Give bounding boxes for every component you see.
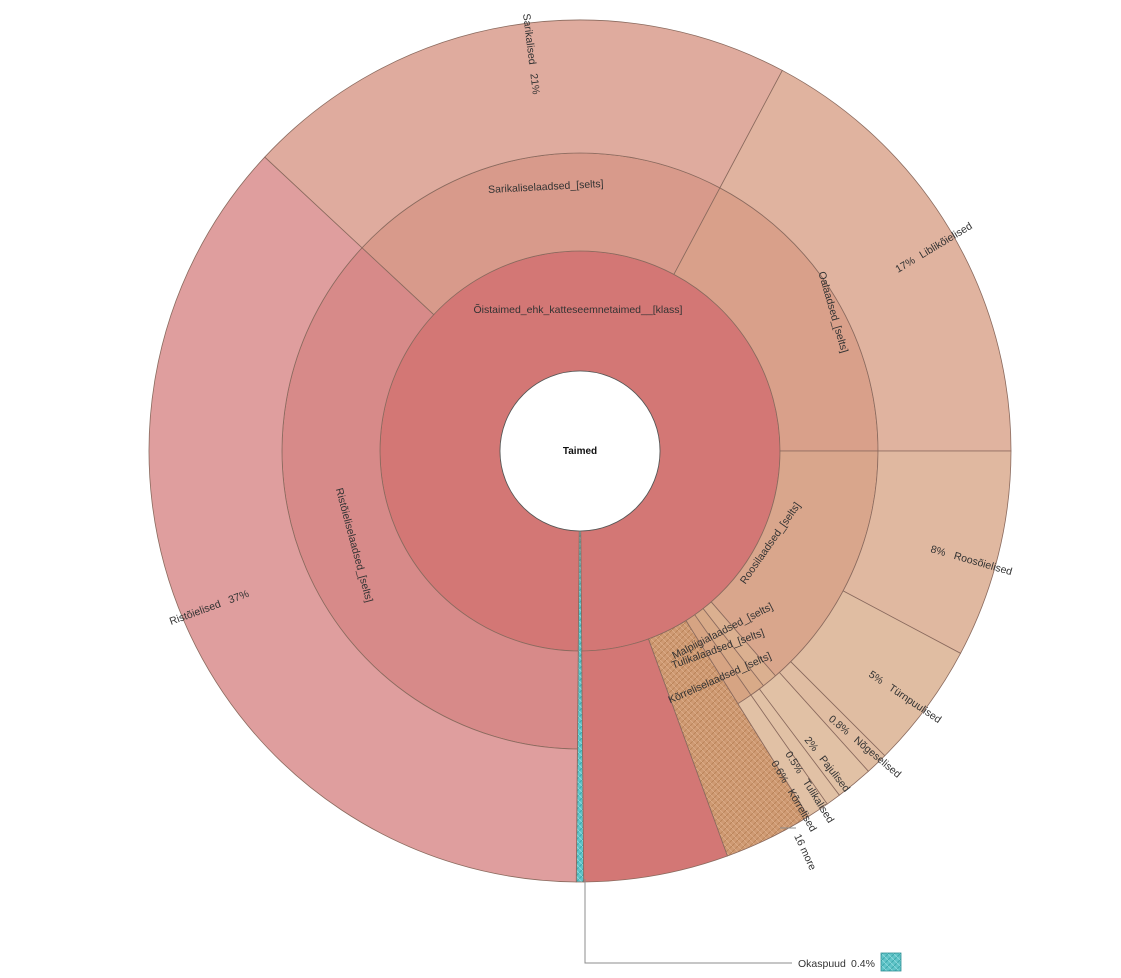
class-label-oistaimed: Õistaimed_ehk_katteseemnetaimed__[klass] — [474, 303, 683, 316]
okaspuud-callout-name: Okaspuud — [798, 958, 846, 970]
okaspuud-legend-swatch — [880, 952, 902, 972]
center-hole[interactable] — [499, 370, 661, 532]
more-families-label[interactable]: 16 more — [791, 832, 818, 872]
family-wedge-liblikoielised[interactable] — [719, 69, 1012, 452]
family-wedge-ristoielised[interactable] — [148, 156, 578, 883]
family-wedge-sarikalised[interactable] — [264, 19, 783, 249]
family-wedge-korrelised[interactable] — [737, 694, 828, 818]
root-label: Taimed — [563, 446, 597, 457]
okaspuud-callout-leader — [584, 879, 792, 964]
sunburst-wedges — [148, 19, 1012, 883]
okaspuud-callout-pct: 0.4% — [851, 958, 875, 970]
order-wedge-unranked[interactable] — [581, 638, 728, 883]
